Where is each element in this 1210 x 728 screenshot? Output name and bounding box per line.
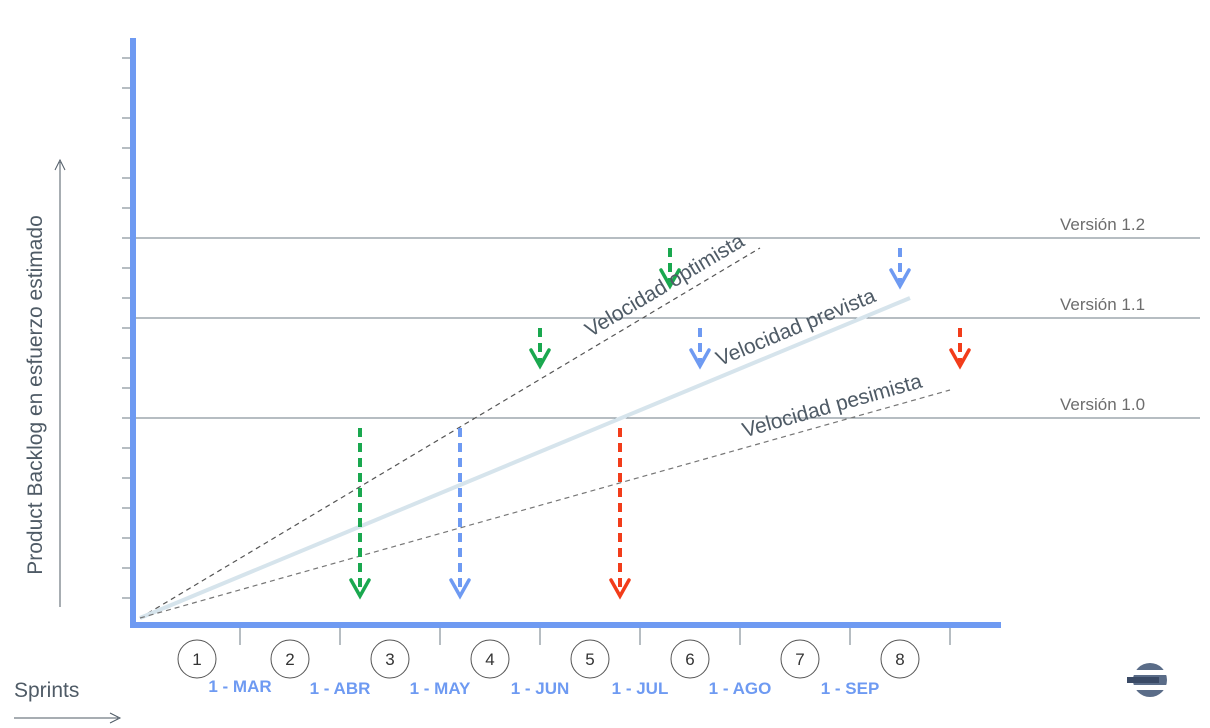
release-arrow	[889, 248, 911, 290]
arrow-head	[889, 268, 911, 290]
version-label: Versión 1.0	[1060, 395, 1145, 414]
release-arrow	[449, 428, 471, 600]
sprint-number: 3	[385, 650, 394, 669]
arrow-head	[949, 348, 971, 370]
sprint-circle	[780, 639, 820, 679]
sprint-circle	[270, 639, 310, 679]
x-axis-line	[130, 622, 1001, 628]
x-direction-arrowhead	[109, 712, 122, 724]
sprint-number: 1	[192, 650, 201, 669]
sprint-number: 6	[685, 650, 694, 669]
axes	[14, 38, 1001, 724]
sprint-number: 8	[895, 650, 904, 669]
arrow-head	[689, 348, 711, 370]
arrow-head	[609, 578, 631, 600]
sprint-number: 2	[285, 650, 294, 669]
release-arrow	[689, 328, 711, 370]
release-arrow	[949, 328, 971, 370]
velocity-label: Velocidad pesimista	[740, 370, 925, 443]
release-arrow	[349, 428, 371, 600]
release-arrow	[659, 248, 681, 290]
version-lines	[135, 237, 1200, 419]
sprint-circle	[670, 639, 710, 679]
velocity-line	[139, 296, 911, 620]
x-axis-label: Sprints	[14, 679, 79, 702]
velocity-line	[139, 247, 761, 619]
date-label: 1 - ABR	[310, 679, 371, 698]
version-label: Versión 1.1	[1060, 295, 1145, 314]
y-axis-line	[130, 38, 136, 628]
sprint-circle	[570, 639, 610, 679]
date-label: 1 - AGO	[709, 679, 772, 698]
logo	[1127, 663, 1173, 697]
velocity-line	[139, 389, 951, 619]
date-label: 1 - SEP	[821, 679, 880, 698]
release-arrow	[609, 428, 631, 600]
sprint-circle	[470, 639, 510, 679]
release-arrows	[349, 248, 971, 600]
arrow-head	[659, 268, 681, 290]
sprint-circle	[177, 639, 217, 679]
date-label: 1 - JUN	[511, 679, 570, 698]
sprint-number: 5	[585, 650, 594, 669]
date-label: 1 - MAR	[208, 677, 271, 696]
sprint-number: 7	[795, 650, 804, 669]
release-arrow	[529, 328, 551, 370]
date-label: 1 - MAY	[410, 679, 471, 698]
sprint-circle	[370, 639, 410, 679]
arrow-head	[349, 578, 371, 600]
y-axis-label: Product Backlog en esfuerzo estimado	[24, 215, 47, 575]
date-label: 1 - JUL	[612, 679, 669, 698]
arrow-head	[529, 348, 551, 370]
y-direction-arrowhead	[54, 158, 66, 171]
version-label: Versión 1.2	[1060, 215, 1145, 234]
velocity-lines	[139, 247, 951, 620]
sprint-circle	[880, 639, 920, 679]
velocity-label: Velocidad optimista	[581, 229, 748, 342]
sprint-number: 4	[485, 650, 494, 669]
velocity-label: Velocidad prevista	[713, 284, 880, 371]
arrow-head	[449, 578, 471, 600]
